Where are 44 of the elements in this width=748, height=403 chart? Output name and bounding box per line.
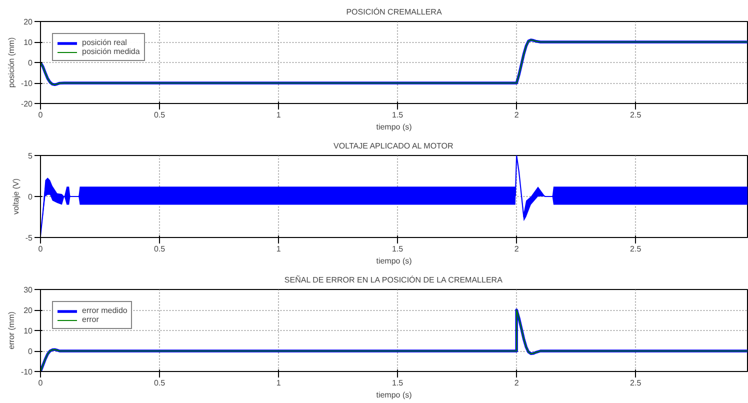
x-tick-label: 1 xyxy=(276,378,282,388)
x-axis-title: tiempo (s) xyxy=(376,122,412,132)
legend-label: posición real xyxy=(82,38,127,47)
x-tick-label: 2 xyxy=(514,110,520,120)
y-tick-label: -20 xyxy=(20,100,34,108)
chart-title: VOLTAJE APLICADO AL MOTOR xyxy=(334,142,454,150)
x-tick-label: 0.5 xyxy=(154,378,166,388)
x-tick-label: 2.5 xyxy=(630,378,642,388)
x-tick-label: 0 xyxy=(38,110,44,120)
y-tick-label: 20 xyxy=(24,18,34,26)
y-axis-title: voltaje (V) xyxy=(11,178,20,215)
y-tick-label: 10 xyxy=(24,326,34,336)
x-tick-label: 1.5 xyxy=(392,110,404,120)
x-tick-label: 2 xyxy=(514,378,520,388)
x-tick-label: 1 xyxy=(276,110,282,120)
legend-label: error xyxy=(82,315,100,324)
x-tick-label: 1.5 xyxy=(392,244,404,254)
legend-label: error medido xyxy=(82,306,128,315)
y-tick-label: -10 xyxy=(20,368,34,376)
y-tick-label: 10 xyxy=(24,38,34,47)
x-tick-label: 0.5 xyxy=(154,110,166,120)
chart-title: POSICIÓN CREMALLERA xyxy=(346,8,442,16)
y-tick-label: 5 xyxy=(28,152,34,160)
y-axis-title: error (mm) xyxy=(6,311,16,350)
y-tick-label: 0 xyxy=(28,192,34,202)
x-tick-label: 1 xyxy=(276,244,282,254)
chart-title: SEÑAL DE ERROR EN LA POSICIÓN DE LA CREMALLERA xyxy=(284,274,504,284)
y-tick-label: -10 xyxy=(20,79,34,88)
x-axis-title: tiempo (s) xyxy=(376,390,412,400)
x-tick-label: 2 xyxy=(514,244,520,254)
y-tick-label: 0 xyxy=(28,58,34,68)
x-axis-title: tiempo (s) xyxy=(376,256,412,266)
x-tick-label: 0 xyxy=(38,244,44,254)
x-tick-label: 0 xyxy=(38,378,44,388)
x-tick-label: 0.5 xyxy=(154,244,166,254)
x-tick-label: 2.5 xyxy=(630,244,642,254)
y-tick-label: 0 xyxy=(28,347,34,356)
y-axis-title: posición (mm) xyxy=(6,37,16,88)
y-tick-label: 30 xyxy=(24,286,34,294)
legend-label: posición medida xyxy=(82,47,140,56)
y-tick-label: 20 xyxy=(24,306,34,315)
x-tick-label: 2.5 xyxy=(630,110,642,120)
y-tick-label: -5 xyxy=(25,234,34,242)
x-tick-label: 1.5 xyxy=(392,378,404,388)
